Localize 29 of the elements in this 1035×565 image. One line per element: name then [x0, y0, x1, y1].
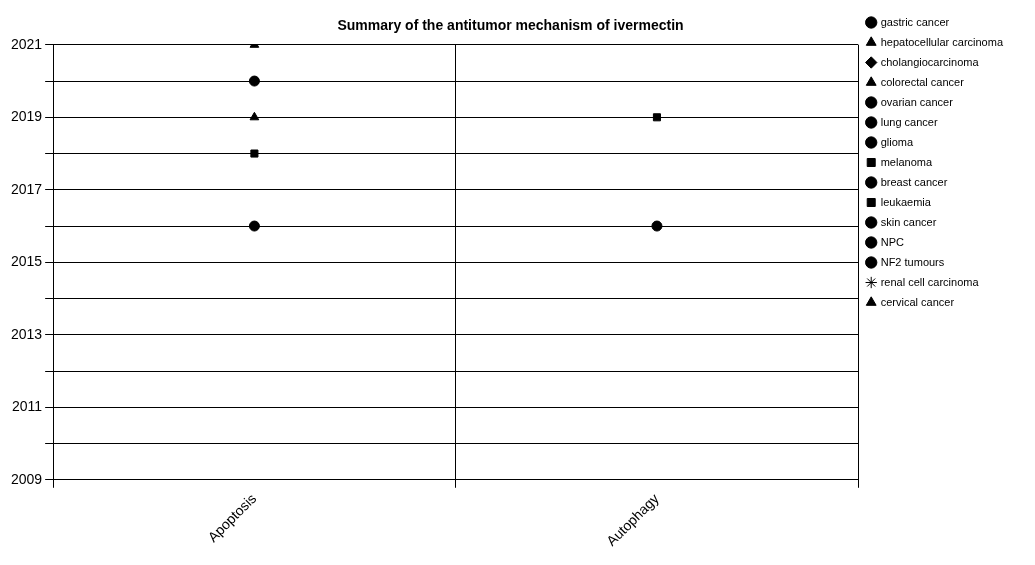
- legend-label: renal cell carcinoma: [880, 275, 980, 288]
- point: [248, 220, 260, 232]
- point: [249, 111, 260, 121]
- legend-label: ovarian cancer: [880, 95, 954, 108]
- legend-label: cervical cancer: [880, 295, 955, 308]
- point: [652, 113, 661, 122]
- legend-label: lung cancer: [880, 115, 938, 128]
- legend-label: leukaemia: [880, 195, 932, 208]
- y-tick-label: 2019: [10, 108, 43, 125]
- point: [250, 149, 259, 158]
- legend-label: NPC: [880, 235, 904, 248]
- y-tick-label: 2015: [10, 253, 43, 270]
- legend-label: gastric cancer: [880, 15, 950, 28]
- legend-label: NF2 tumours: [880, 255, 945, 268]
- point: [651, 220, 663, 232]
- chart-title: Summary of the antitumor mechanism of ivermectin: [337, 17, 684, 34]
- legend-label: skin cancer: [880, 215, 937, 228]
- y-tick-label: 2013: [10, 325, 43, 342]
- legend-label: glioma: [880, 135, 914, 148]
- y-tick-label: 2021: [10, 35, 43, 52]
- y-tick-label: 2009: [10, 470, 43, 487]
- y-tick-label: 2011: [12, 398, 43, 415]
- legend-label: cholangiocarcinoma: [880, 55, 980, 68]
- point: [248, 75, 260, 87]
- legend-label: hepatocellular carcinoma: [880, 35, 1004, 48]
- legend-label: melanoma: [880, 155, 933, 168]
- legend-label: breast cancer: [880, 175, 948, 188]
- legend-label: colorectal cancer: [880, 75, 965, 88]
- y-tick-label: 2017: [10, 180, 43, 197]
